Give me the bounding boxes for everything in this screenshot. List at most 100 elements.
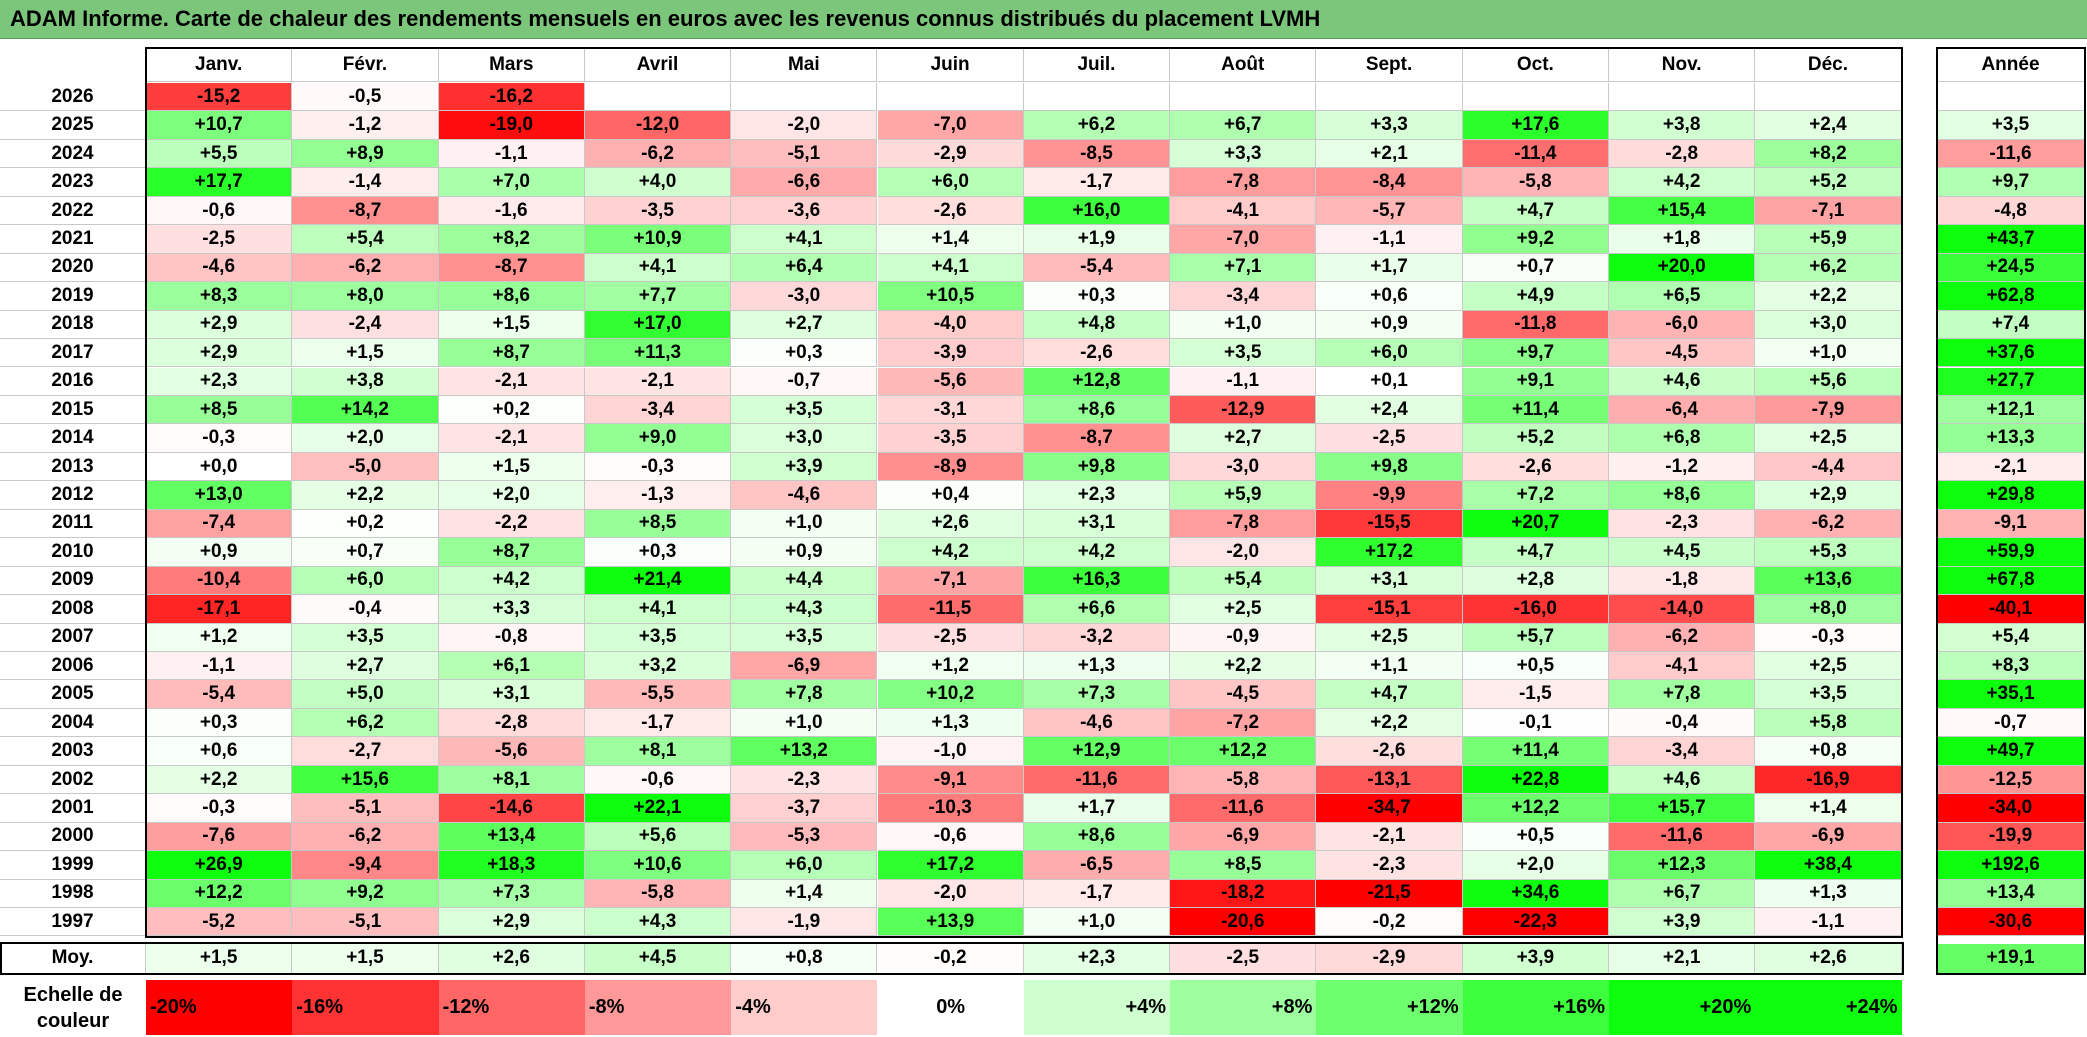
heatmap-cell: +3,8 xyxy=(1609,111,1756,140)
heatmap-cell: +2,3 xyxy=(146,367,293,396)
heatmap-cell: +4,2 xyxy=(1023,538,1171,567)
scale-swatch: +12% xyxy=(1316,980,1463,1035)
heatmap-cell: -5,5 xyxy=(584,680,732,709)
heatmap-cell: +2,6 xyxy=(877,509,1024,539)
year-label: 2020 xyxy=(0,253,146,283)
heatmap-cell: -1,1 xyxy=(1170,367,1317,396)
annual-average-cell: +19,1 xyxy=(1937,943,2085,974)
heatmap-cell: -2,1 xyxy=(584,367,732,396)
heatmap-cell: -22,3 xyxy=(1462,908,1609,937)
heatmap-cell: -1,1 xyxy=(1755,908,1902,937)
average-cell: +3,9 xyxy=(1462,943,1609,974)
heatmap-cell: +13,0 xyxy=(146,481,293,510)
heatmap-cell: -11,8 xyxy=(1462,310,1609,340)
year-label: 2006 xyxy=(0,652,146,681)
heatmap-cell: -21,5 xyxy=(1316,879,1463,909)
heatmap-cell: -0,3 xyxy=(584,452,732,482)
heatmap-cell: -2,9 xyxy=(877,139,1024,169)
heatmap-cell: +8,1 xyxy=(584,737,732,766)
year-label: 2024 xyxy=(0,139,146,169)
heatmap-cell: -10,3 xyxy=(877,794,1024,823)
heatmap-cell: +6,2 xyxy=(1023,111,1171,140)
heatmap-cell: +1,0 xyxy=(731,708,878,738)
heatmap-cell: +2,9 xyxy=(146,310,293,340)
heatmap-cell: -4,6 xyxy=(146,253,293,283)
heatmap-cell: +1,7 xyxy=(1316,253,1463,283)
heatmap-cell: +1,4 xyxy=(731,879,878,909)
heatmap-cell: +1,0 xyxy=(1023,908,1171,937)
heatmap-cell: +8,6 xyxy=(1023,822,1171,852)
year-label: 2008 xyxy=(0,595,146,624)
heatmap-cell: +2,5 xyxy=(1755,652,1902,681)
heatmap-cell: -34,7 xyxy=(1316,794,1463,823)
heatmap-cell: -2,0 xyxy=(731,111,878,140)
heatmap-cell: -3,5 xyxy=(877,424,1024,453)
scale-swatch: +16% xyxy=(1462,980,1609,1035)
heatmap-cell: -16,2 xyxy=(438,83,585,112)
year-label: 2026 xyxy=(0,83,146,112)
heatmap-cell: +17,2 xyxy=(1316,538,1463,567)
heatmap-cell: -17,1 xyxy=(146,595,293,624)
heatmap-cell: +3,2 xyxy=(584,652,732,681)
year-label: 2004 xyxy=(0,708,146,738)
annual-cell: +8,3 xyxy=(1937,652,2085,681)
heatmap-cell: +0,4 xyxy=(877,481,1024,510)
annual-cell: -0,7 xyxy=(1937,708,2085,738)
heatmap-cell: -4,1 xyxy=(1170,196,1317,226)
annual-cell: +67,8 xyxy=(1937,566,2085,596)
heatmap-cell: +8,7 xyxy=(438,339,585,368)
heatmap-cell xyxy=(1023,83,1171,112)
heatmap-cell: -3,4 xyxy=(1170,282,1317,311)
annual-cell: +12,1 xyxy=(1937,395,2085,425)
heatmap-cell: -2,3 xyxy=(731,765,878,795)
heatmap-cell: +9,0 xyxy=(584,424,732,453)
year-label: 2016 xyxy=(0,367,146,396)
average-cell: +4,5 xyxy=(584,943,732,974)
heatmap-cell: -0,6 xyxy=(584,765,732,795)
heatmap-cell: +2,1 xyxy=(1316,139,1463,169)
heatmap-cell: +4,0 xyxy=(584,168,732,197)
heatmap-cell: +4,9 xyxy=(1462,282,1609,311)
heatmap-cell: -5,2 xyxy=(146,908,293,937)
heatmap-cell: +15,7 xyxy=(1609,794,1756,823)
year-label: 2025 xyxy=(0,111,146,140)
heatmap-cell: -16,0 xyxy=(1462,595,1609,624)
heatmap-cell: -1,7 xyxy=(584,708,732,738)
heatmap-cell: +4,5 xyxy=(1609,538,1756,567)
heatmap-cell: +4,2 xyxy=(1609,168,1756,197)
year-label: 1998 xyxy=(0,879,146,909)
heatmap-cell: -5,1 xyxy=(292,908,439,937)
heatmap-cell: -12,9 xyxy=(1170,395,1317,425)
heatmap-cell: +5,9 xyxy=(1170,481,1317,510)
heatmap-cell: -1,0 xyxy=(877,737,1024,766)
heatmap-cell: -15,5 xyxy=(1316,509,1463,539)
heatmap-cell: +1,3 xyxy=(877,708,1024,738)
heatmap-cell: +5,4 xyxy=(1170,566,1317,596)
heatmap-cell: +3,5 xyxy=(584,623,732,652)
heatmap-cell: +6,6 xyxy=(1023,595,1171,624)
heatmap-cell: +4,1 xyxy=(877,253,1024,283)
heatmap-cell: +4,1 xyxy=(731,225,878,254)
heatmap-cell: +1,4 xyxy=(877,225,1024,254)
heatmap-cell: -8,9 xyxy=(877,452,1024,482)
heatmap-cell: +1,0 xyxy=(1170,310,1317,340)
annual-cell: +13,3 xyxy=(1937,424,2085,453)
month-header: Avril xyxy=(584,48,732,82)
heatmap-cell: +2,9 xyxy=(1755,481,1902,510)
month-header: Sept. xyxy=(1316,48,1463,82)
heatmap-cell: -13,1 xyxy=(1316,765,1463,795)
heatmap-cell: -5,7 xyxy=(1316,196,1463,226)
heatmap-cell: +4,6 xyxy=(1609,367,1756,396)
heatmap-cell: -2,7 xyxy=(292,737,439,766)
heatmap-cell: -7,8 xyxy=(1170,509,1317,539)
heatmap-cell: +5,5 xyxy=(146,139,293,169)
heatmap-cell: -1,7 xyxy=(1023,879,1171,909)
heatmap-cell: +9,8 xyxy=(1023,452,1171,482)
heatmap-cell: -19,0 xyxy=(438,111,585,140)
year-label: 2009 xyxy=(0,566,146,596)
heatmap-cell: -4,5 xyxy=(1609,339,1756,368)
heatmap-cell: -14,6 xyxy=(438,794,585,823)
heatmap-cell: -0,6 xyxy=(877,822,1024,852)
month-header: Août xyxy=(1170,48,1317,82)
heatmap-cell: +2,4 xyxy=(1755,111,1902,140)
